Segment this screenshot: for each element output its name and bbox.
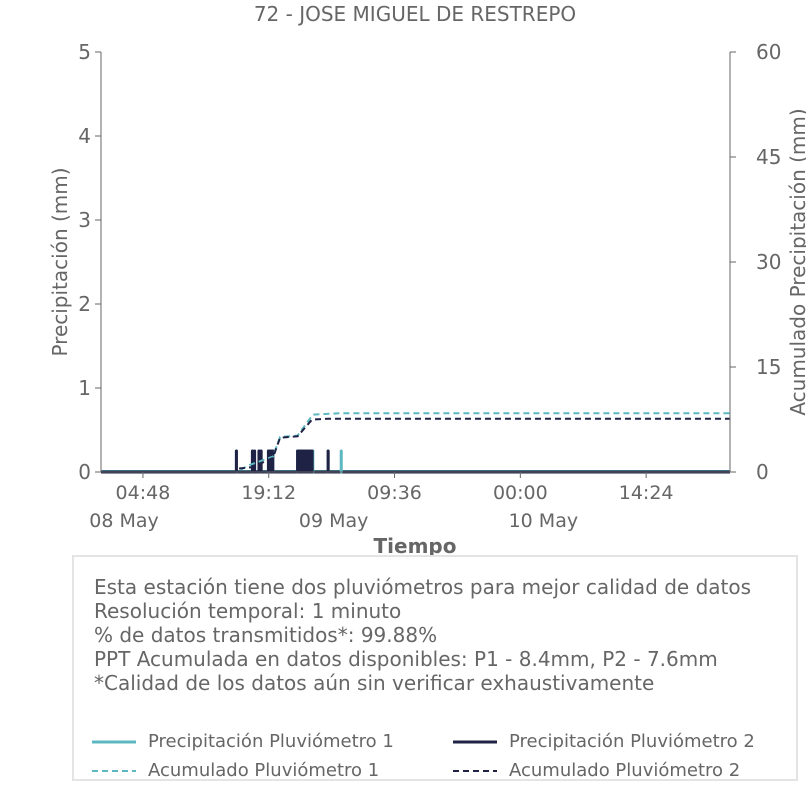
- y-tick-label-left: 1: [78, 376, 91, 400]
- x-date-label: 10 May: [509, 510, 579, 532]
- series-layer: [101, 412, 730, 474]
- legend-swatch-solid-navy: [453, 740, 497, 743]
- y-tick-label-left: 3: [78, 208, 91, 232]
- legend-item-accum-1: Acumulado Pluviómetro 1: [92, 760, 379, 781]
- y-tick-label-left: 5: [78, 40, 91, 64]
- legend-label: Acumulado Pluviómetro 1: [148, 760, 380, 781]
- y-tick-label-left: 4: [78, 124, 91, 148]
- legend-swatch-solid-teal: [92, 740, 136, 743]
- info-text: Esta estación tiene dos pluviómetros par…: [94, 575, 751, 695]
- legend-swatch-dashed-teal: [92, 769, 136, 772]
- x-tick-label: 04:48: [116, 482, 171, 504]
- y-tick-label-right: 60: [756, 40, 781, 64]
- x-axis-ticks: 04:48 19:12 09:36 00:00 14:24 08 May 09 May 10 …: [89, 472, 674, 532]
- legend-item-precip-2: Precipitación Pluviómetro 2: [453, 731, 755, 752]
- info-line-two-gauges: Esta estación tiene dos pluviómetros par…: [94, 575, 752, 599]
- info-line-transmitted: % de datos transmitidos*: 99.88%: [94, 623, 438, 647]
- info-line-resolution: Resolución temporal: 1 minuto: [94, 599, 402, 623]
- left-axis-ticks: 0 1 2 3 4 5: [78, 40, 101, 484]
- y-axis-label-left: Precipitación (mm): [48, 167, 72, 356]
- info-box: Esta estación tiene dos pluviómetros par…: [72, 555, 798, 781]
- legend: Precipitación Pluviómetro 1 Precipitació…: [92, 731, 792, 787]
- right-axis-ticks: 0 15 30 45 60: [730, 40, 781, 484]
- legend-item-precip-1: Precipitación Pluviómetro 1: [92, 731, 394, 752]
- accum-line-gauge-2: [101, 417, 730, 473]
- chart-title: 72 - JOSE MIGUEL DE RESTREPO: [254, 2, 576, 26]
- x-date-label: 08 May: [89, 510, 159, 532]
- legend-swatch-dashed-navy: [453, 769, 497, 772]
- x-tick-label: 09:36: [367, 482, 422, 504]
- x-tick-label: 19:12: [241, 482, 296, 504]
- x-tick-label: 00:00: [493, 482, 548, 504]
- x-tick-label: 14:24: [619, 482, 674, 504]
- legend-item-accum-2: Acumulado Pluviómetro 2: [453, 760, 740, 781]
- legend-label: Precipitación Pluviómetro 2: [509, 731, 755, 752]
- legend-label: Acumulado Pluviómetro 2: [509, 760, 741, 781]
- y-tick-label-right: 30: [756, 250, 781, 274]
- y-tick-label-left: 2: [78, 292, 91, 316]
- x-date-label: 09 May: [299, 510, 369, 532]
- accum-line-gauge-1: [101, 412, 730, 473]
- y-axis-label-right: Acumulado Precipitación (mm): [786, 108, 806, 415]
- y-tick-label-right: 15: [756, 355, 781, 379]
- x-axis-label: Tiempo: [374, 534, 457, 558]
- info-line-quality-note: *Calidad de los datos aún sin verificar …: [94, 671, 655, 695]
- legend-label: Precipitación Pluviómetro 1: [148, 731, 394, 752]
- info-line-accumulated: PPT Acumulada en datos disponibles: P1 -…: [94, 647, 718, 671]
- y-tick-label-right: 0: [756, 460, 769, 484]
- y-tick-label-left: 0: [78, 460, 91, 484]
- y-tick-label-right: 45: [756, 145, 781, 169]
